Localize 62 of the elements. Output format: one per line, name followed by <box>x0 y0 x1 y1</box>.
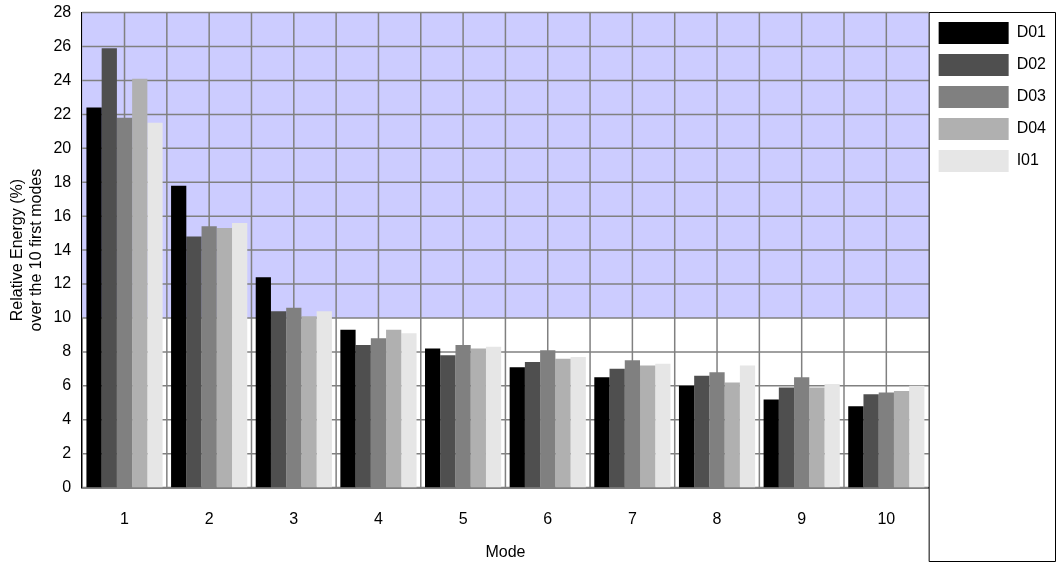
bar <box>824 384 840 488</box>
y-axis-title: Relative Energy (%) over the 10 first modes <box>8 168 45 332</box>
y-tick-label: 0 <box>62 478 72 496</box>
x-tick-label: 8 <box>712 509 722 527</box>
bar <box>778 387 795 488</box>
y-tick-label: 24 <box>53 70 72 88</box>
bar <box>355 345 371 488</box>
bar <box>863 394 879 488</box>
bar <box>301 316 317 488</box>
bar <box>809 387 825 488</box>
x-tick-label: 7 <box>627 509 637 527</box>
bar <box>694 375 710 488</box>
bar <box>909 385 925 488</box>
y-tick-label: 6 <box>62 376 72 394</box>
bar <box>524 362 541 488</box>
y-tick-label: 4 <box>62 410 72 428</box>
bar <box>440 355 456 488</box>
y-tick-label: 26 <box>53 36 72 54</box>
legend-label: D01 <box>1016 23 1047 41</box>
legend-label: D02 <box>1016 55 1047 73</box>
bar <box>270 311 287 488</box>
y-tick-label: 28 <box>53 3 72 21</box>
x-tick-label: 10 <box>877 509 896 527</box>
y-tick-label: 10 <box>53 308 72 326</box>
x-tick-label: 3 <box>289 509 299 527</box>
bar <box>655 363 671 488</box>
bar <box>609 368 625 488</box>
bar <box>893 390 910 488</box>
bar <box>555 358 571 488</box>
bar <box>132 78 148 488</box>
y-tick-label: 14 <box>53 240 72 258</box>
y-tick-label: 20 <box>53 138 72 156</box>
bar <box>640 365 656 488</box>
bar <box>147 122 163 488</box>
legend-label: D03 <box>1016 87 1047 105</box>
bar <box>316 311 332 488</box>
x-tick-label: 1 <box>120 509 130 527</box>
bar <box>216 228 233 488</box>
bar <box>401 333 417 488</box>
x-axis-title: Mode <box>485 542 526 560</box>
x-tick-label: 4 <box>374 509 383 527</box>
bar <box>386 329 402 488</box>
y-tick-label: 8 <box>62 342 72 360</box>
y-tick-label: 12 <box>53 274 72 292</box>
bar <box>570 356 586 488</box>
bar <box>724 382 740 488</box>
bar <box>232 222 248 488</box>
y-tick-label: 18 <box>53 172 72 190</box>
y-tick-label: 16 <box>53 206 72 224</box>
bar <box>739 365 756 488</box>
y-tick-label: 22 <box>53 104 72 122</box>
bar <box>485 346 502 488</box>
x-tick-label: 6 <box>543 509 553 527</box>
bar <box>470 348 486 488</box>
bar <box>186 236 202 488</box>
x-tick-label: 5 <box>458 509 468 527</box>
x-tick-label: 2 <box>204 509 214 527</box>
legend-label: D04 <box>1016 119 1047 137</box>
x-tick-label: 9 <box>797 509 807 527</box>
bar <box>101 48 117 488</box>
y-tick-label: 2 <box>62 444 72 462</box>
legend-label: I01 <box>1016 151 1039 169</box>
